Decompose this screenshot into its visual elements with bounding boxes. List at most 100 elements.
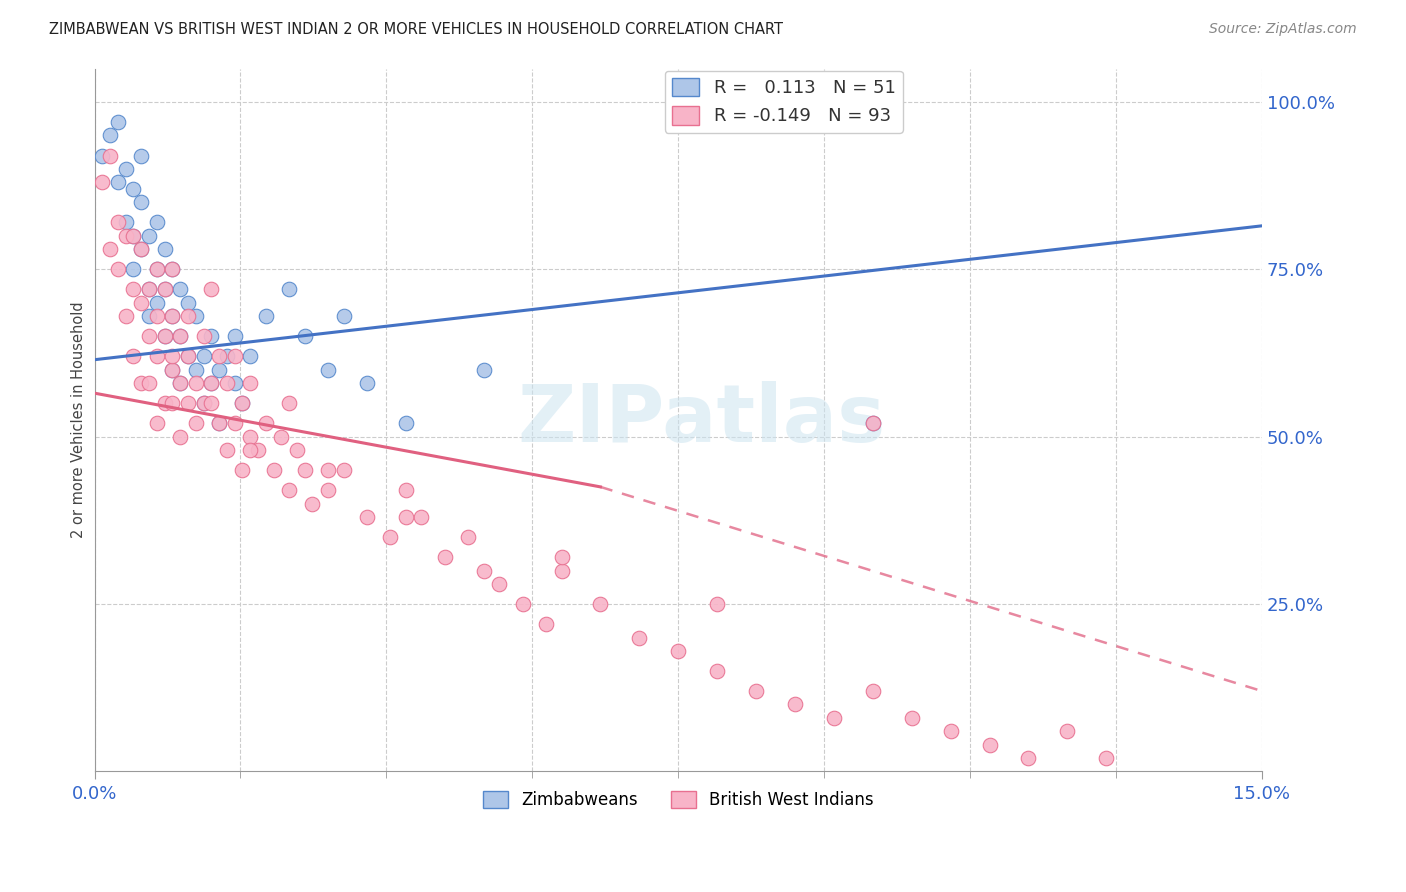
Point (162, 262, 184, 277)
Point (122, 228, 145, 243)
Point (169, 329, 191, 343)
Point (628, 631, 651, 645)
Point (215, 443, 238, 458)
Point (411, 510, 433, 524)
Point (979, 738, 1001, 752)
Point (215, 376, 238, 391)
Point (193, 396, 215, 410)
Point (239, 430, 262, 444)
Point (270, 430, 292, 444)
Point (153, 396, 176, 410)
Point (91, 175, 114, 189)
Point (146, 350, 169, 364)
Text: ZIPatlas: ZIPatlas (517, 381, 886, 459)
Point (1017, 751, 1039, 765)
Point (114, 161, 136, 176)
Point (900, 711, 922, 725)
Text: ZIMBABWEAN VS BRITISH WEST INDIAN 2 OR MORE VEHICLES IN HOUSEHOLD CORRELATION CH: ZIMBABWEAN VS BRITISH WEST INDIAN 2 OR M… (49, 22, 783, 37)
Point (122, 262, 145, 277)
Point (208, 417, 231, 431)
Point (589, 597, 612, 611)
Point (224, 376, 246, 391)
Point (184, 376, 207, 391)
Point (162, 309, 184, 323)
Point (472, 363, 495, 377)
Point (153, 242, 176, 256)
Point (177, 295, 200, 310)
Point (332, 463, 354, 477)
Point (512, 597, 534, 611)
Point (745, 684, 768, 698)
Point (200, 282, 222, 296)
Point (138, 282, 160, 296)
Point (488, 577, 510, 591)
Point (316, 483, 339, 498)
Point (122, 282, 145, 296)
Point (200, 329, 222, 343)
Point (380, 530, 402, 544)
Point (107, 175, 129, 189)
Point (98, 242, 121, 256)
Point (224, 417, 246, 431)
Point (666, 644, 689, 658)
Point (278, 282, 301, 296)
Point (862, 684, 884, 698)
Point (153, 282, 176, 296)
Point (1056, 724, 1078, 739)
Point (263, 463, 285, 477)
Point (129, 242, 152, 256)
Point (939, 724, 962, 739)
Point (91, 148, 114, 162)
Point (823, 711, 845, 725)
Point (114, 215, 136, 229)
Point (239, 376, 262, 391)
Point (550, 550, 572, 565)
Point (1095, 751, 1118, 765)
Point (534, 617, 557, 632)
Point (706, 664, 728, 678)
Point (153, 329, 176, 343)
Point (129, 376, 152, 391)
Point (107, 262, 129, 277)
Point (395, 510, 418, 524)
Point (153, 282, 176, 296)
Point (301, 497, 323, 511)
Point (231, 463, 253, 477)
Point (285, 443, 308, 458)
Point (224, 350, 246, 364)
Point (129, 195, 152, 210)
Point (862, 417, 884, 431)
Point (138, 329, 160, 343)
Point (122, 350, 145, 364)
Point (550, 564, 572, 578)
Point (215, 350, 238, 364)
Point (122, 182, 145, 196)
Point (129, 148, 152, 162)
Point (138, 309, 160, 323)
Point (98, 148, 121, 162)
Point (231, 396, 253, 410)
Point (278, 396, 301, 410)
Point (162, 309, 184, 323)
Point (193, 329, 215, 343)
Point (208, 363, 231, 377)
Point (395, 483, 418, 498)
Point (332, 309, 354, 323)
Point (200, 376, 222, 391)
Point (783, 698, 806, 712)
Point (146, 309, 169, 323)
Point (294, 463, 316, 477)
Point (208, 417, 231, 431)
Point (146, 295, 169, 310)
Point (169, 282, 191, 296)
Point (231, 396, 253, 410)
Point (193, 350, 215, 364)
Point (162, 396, 184, 410)
Legend: Zimbabweans, British West Indians: Zimbabweans, British West Indians (477, 784, 880, 816)
Point (177, 350, 200, 364)
Point (433, 550, 456, 565)
Y-axis label: 2 or more Vehicles in Household: 2 or more Vehicles in Household (72, 301, 86, 538)
Point (98, 128, 121, 143)
Point (356, 510, 378, 524)
Text: Source: ZipAtlas.com: Source: ZipAtlas.com (1209, 22, 1357, 37)
